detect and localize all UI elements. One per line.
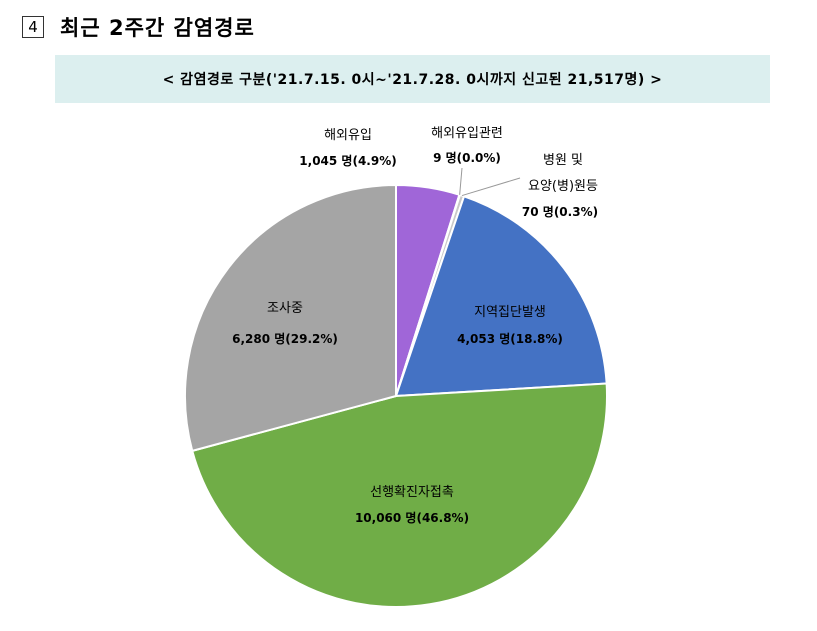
pie-slices bbox=[184, 183, 608, 608]
leader-line bbox=[459, 167, 463, 195]
slice-name-label: 병원 및 bbox=[543, 153, 583, 168]
slice-value-label: 70 명(0.3%) bbox=[522, 205, 598, 219]
section-title: 최근 2주간 감염경로 bbox=[60, 16, 255, 40]
slice-name-label: 지역집단발생 bbox=[474, 305, 546, 320]
leader-line bbox=[461, 177, 521, 197]
section-heading: 4 최근 2주간 감염경로 bbox=[22, 12, 255, 42]
leader-lines bbox=[459, 167, 521, 197]
slice-value-label: 9 명(0.0%) bbox=[433, 151, 501, 165]
slice-value-label: 6,280 명(29.2%) bbox=[232, 332, 338, 346]
slice-value-label: 4,053 명(18.8%) bbox=[457, 332, 563, 346]
pie-slice bbox=[394, 194, 608, 398]
section-number: 4 bbox=[22, 16, 44, 38]
slice-value-label: 10,060 명(46.8%) bbox=[355, 511, 469, 525]
slice-name-label: 해외유입관련 bbox=[431, 126, 503, 141]
pie-slice bbox=[184, 183, 397, 453]
slice-name-label: 선행확진자접촉 bbox=[370, 484, 454, 500]
chart-caption-banner: < 감염경로 구분('21.7.15. 0시~'21.7.28. 0시까지 신고… bbox=[55, 55, 770, 103]
slice-name-label: 조사중 bbox=[267, 301, 303, 316]
slice-name-label: 요양(병)원등 bbox=[528, 179, 598, 194]
slice-value-label: 1,045 명(4.9%) bbox=[299, 154, 396, 168]
pie-slice bbox=[191, 382, 608, 608]
slice-name-label: 해외유입 bbox=[324, 128, 372, 143]
